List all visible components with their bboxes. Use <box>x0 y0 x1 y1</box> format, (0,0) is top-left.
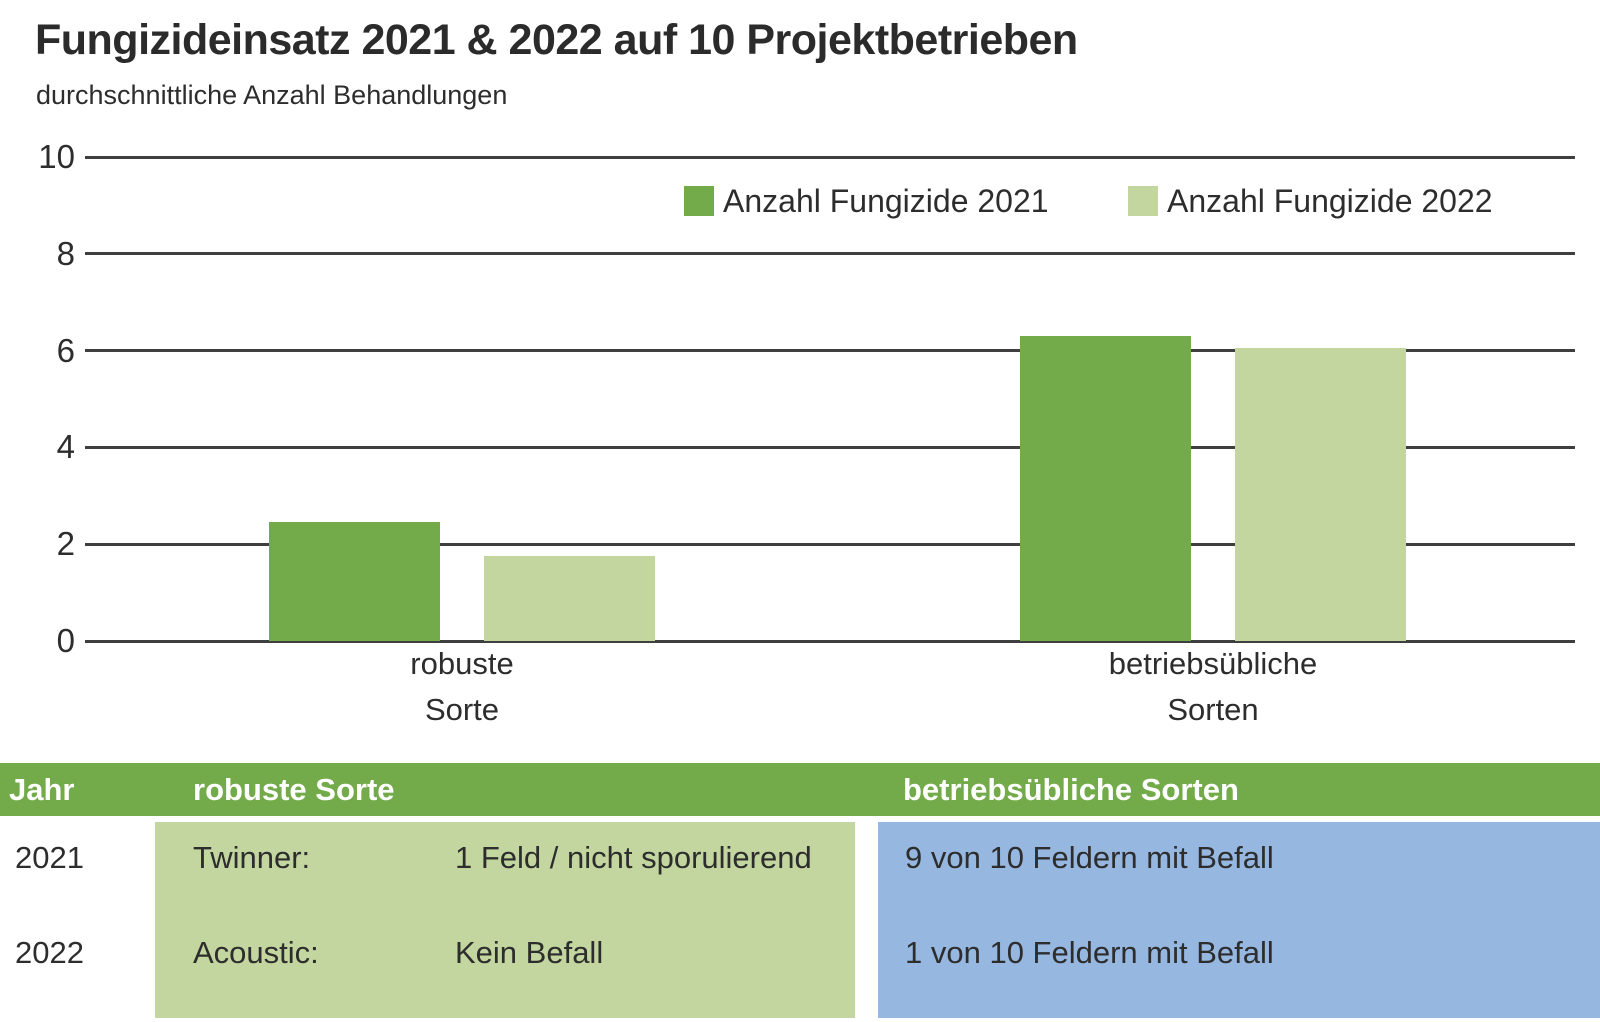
x-axis-label-line: Sorte <box>424 692 500 727</box>
chart-subtitle: durchschnittliche Anzahl Behandlungen <box>36 80 508 110</box>
x-axis-label-robuste-sorte: robuste Sorte <box>287 641 637 733</box>
data-table: Jahr robuste Sorte betriebsübliche Sorte… <box>0 745 1600 1022</box>
legend-swatch-2022-icon <box>1128 186 1158 216</box>
bar-2022-betriebsuebliche-sorten <box>1235 348 1406 641</box>
chart-legend: Anzahl Fungizide 2021 Anzahl Fungizide 2… <box>0 183 1600 219</box>
legend-label-2022: Anzahl Fungizide 2022 <box>1167 182 1493 219</box>
cell-sorte-result: Kein Befall <box>455 935 604 970</box>
gridline-2 <box>85 542 1575 546</box>
y-axis-tick-0: 0 <box>56 622 75 659</box>
y-axis-tick-2: 2 <box>56 525 75 563</box>
x-axis-label-betriebsuebliche-sorten: betriebsübliche Sorten <box>1038 641 1388 733</box>
gridline-8 <box>85 252 1575 256</box>
table-header-row: Jahr robuste Sorte betriebsübliche Sorte… <box>0 763 1600 816</box>
robuste-sorte-panel <box>155 822 855 1018</box>
cell-jahr: 2021 <box>15 840 84 875</box>
gridline-4 <box>85 445 1575 449</box>
x-axis-label-line: Sorten <box>1167 692 1259 727</box>
legend-label-2021: Anzahl Fungizide 2021 <box>723 182 1049 219</box>
y-axis-tick-8: 8 <box>56 234 75 272</box>
cell-betriebsueblich: 1 von 10 Feldern mit Befall <box>905 935 1274 970</box>
cell-sorte-name: Acoustic: <box>193 935 319 970</box>
cell-sorte-result: 1 Feld / nicht sporulierend <box>455 840 812 875</box>
y-axis-tick-4: 4 <box>56 428 75 466</box>
table-header-betriebsuebliche: betriebsübliche Sorten <box>903 772 1239 807</box>
x-axis-label-line: robuste <box>410 646 514 681</box>
table-header-robuste-sorte: robuste Sorte <box>193 772 395 807</box>
table-header-jahr: Jahr <box>9 772 75 807</box>
cell-betriebsueblich: 9 von 10 Feldern mit Befall <box>905 840 1274 875</box>
page-title: Fungizideinsatz 2021 & 2022 auf 10 Proje… <box>35 16 1078 64</box>
cell-jahr: 2022 <box>15 935 84 970</box>
bar-2021-betriebsuebliche-sorten <box>1020 336 1191 641</box>
gridline-10 <box>85 155 1575 159</box>
bar-chart: 10 8 6 4 2 0 Anzahl Fungizide 2021 Anzah… <box>0 138 1600 733</box>
y-axis-tick-10: 10 <box>38 138 75 175</box>
legend-item-2022: Anzahl Fungizide 2022 <box>1128 183 1493 219</box>
bar-2022-robuste-sorte <box>484 556 655 641</box>
legend-item-2021: Anzahl Fungizide 2021 <box>684 183 1049 219</box>
x-axis-label-line: betriebsübliche <box>1108 646 1318 681</box>
gridline-6 <box>85 349 1575 353</box>
betriebsuebliche-panel <box>878 822 1600 1018</box>
bar-2021-robuste-sorte <box>269 522 440 641</box>
cell-sorte-name: Twinner: <box>193 840 311 875</box>
y-axis-tick-6: 6 <box>56 331 75 369</box>
gridline-0 <box>85 639 1575 643</box>
legend-swatch-2021-icon <box>684 186 714 216</box>
